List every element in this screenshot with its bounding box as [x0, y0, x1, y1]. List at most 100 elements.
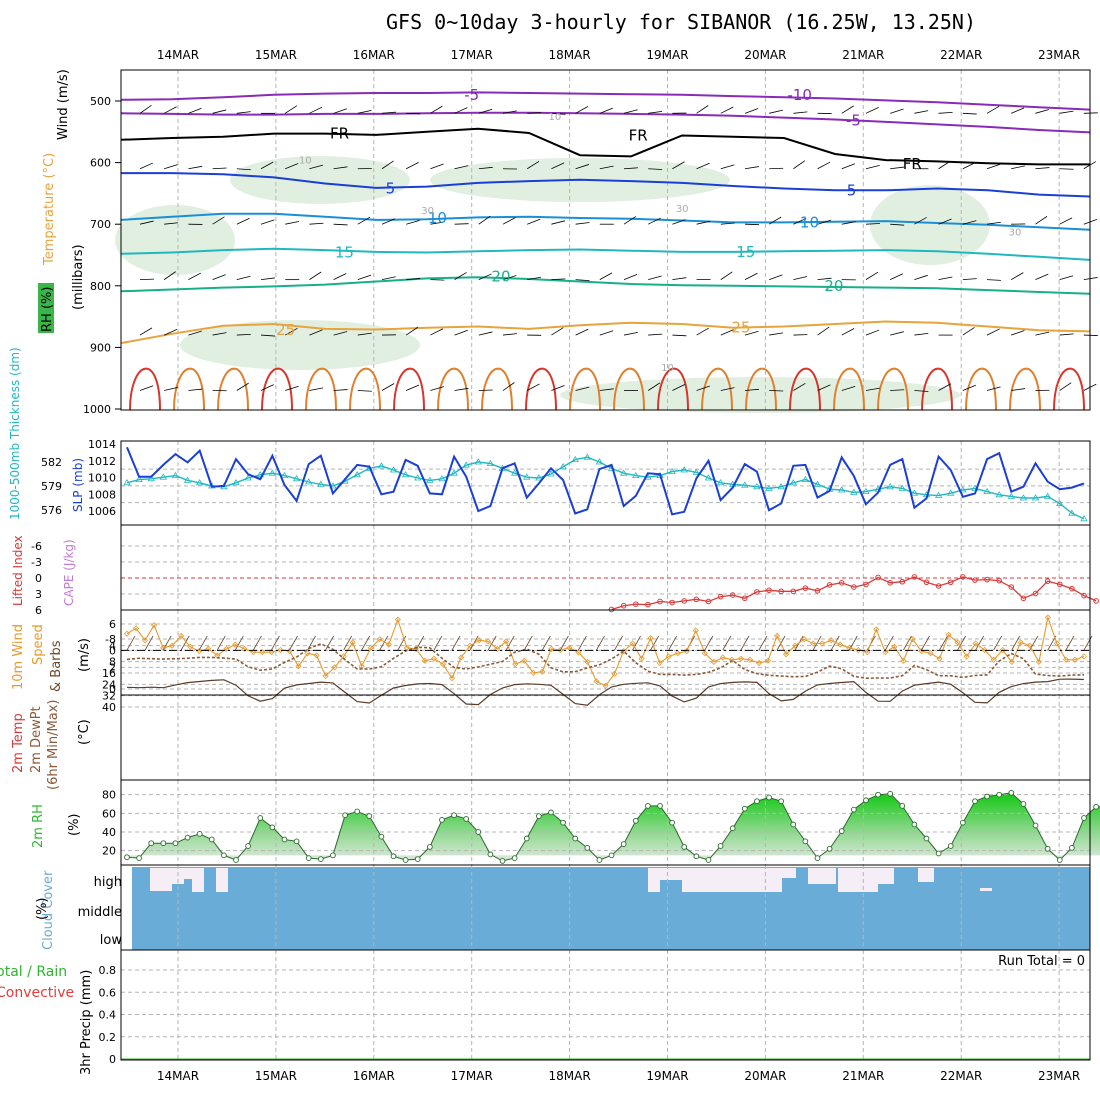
cloud-gap — [782, 868, 796, 878]
chart-marks-layer — [120, 91, 1100, 1060]
wind-barb — [454, 107, 468, 114]
surface-wind-barb — [1011, 635, 1021, 651]
wind-barb — [599, 330, 614, 336]
slp-line — [126, 446, 1085, 516]
date-label-bottom: 19MAR — [646, 1069, 688, 1083]
wind-barb — [1011, 107, 1025, 114]
wind-barb — [381, 111, 396, 114]
surface-temperature-contour — [217, 367, 249, 411]
wind-barb — [1059, 110, 1074, 114]
rh-point — [293, 838, 300, 845]
rh-point — [354, 808, 361, 815]
wind-barb — [744, 330, 759, 336]
contour-label: 20 — [824, 277, 843, 295]
wind-barb — [284, 105, 298, 114]
rh-tick-label: 60 — [102, 807, 116, 820]
surface-wind-barb — [144, 635, 154, 651]
wind-speed-point — [1080, 653, 1088, 660]
rh-point — [935, 850, 942, 857]
precip-label-convective: Convective — [0, 985, 74, 1001]
wind-barb — [357, 390, 372, 392]
wind-barb — [527, 383, 540, 391]
temp-tick-label: 8 — [109, 656, 116, 669]
wind-barb — [817, 384, 831, 391]
wind-barb — [309, 106, 323, 114]
surface-wind-barb — [578, 635, 587, 651]
temp-axis-label-b: 2m DewPt — [29, 706, 44, 773]
wind-speed-point — [430, 655, 438, 662]
rh-point — [184, 834, 191, 841]
wind-speed-point — [376, 636, 383, 643]
wind-barb — [986, 386, 1001, 391]
temp-tick-label: 0 — [109, 644, 116, 657]
wind-barb — [381, 276, 396, 281]
rh-point — [1008, 789, 1015, 796]
wind-barb — [986, 328, 1000, 336]
wind-barb — [551, 327, 564, 336]
rh-point — [960, 819, 966, 826]
isotherm-line — [120, 212, 1091, 231]
rh-point — [620, 841, 627, 847]
rh-axis-label: RH (%) — [40, 287, 55, 332]
wind-barb — [430, 221, 445, 225]
wind-barb — [357, 110, 372, 114]
lifted-index-point — [911, 574, 918, 580]
temp-tick-label: 40 — [102, 701, 116, 714]
wind-barb — [599, 272, 613, 280]
precip-tick-label: 0.4 — [99, 1009, 117, 1022]
slp-tick-label: 1010 — [88, 472, 116, 485]
wind-speed-point — [746, 656, 754, 663]
rh-point — [996, 791, 1003, 798]
wind-barb — [188, 165, 203, 170]
wind-barb — [599, 388, 614, 391]
thickness-point — [801, 475, 810, 482]
date-label-top: 20MAR — [744, 48, 786, 62]
contour-label: 30 — [1009, 227, 1022, 238]
cloud-gap — [980, 888, 992, 891]
rh-point — [342, 812, 348, 819]
wind-barb — [865, 223, 881, 225]
wind-barb — [841, 328, 855, 336]
wind-barb — [260, 384, 274, 391]
wind-barb — [236, 217, 250, 225]
surface-wind-barb — [505, 635, 515, 651]
slp-tick-label: 1014 — [88, 438, 116, 451]
rh-tick-label: 40 — [102, 826, 116, 839]
surface-wind-barb — [397, 635, 407, 651]
surface-temperature-contour — [613, 367, 645, 411]
contour-label: 5 — [847, 181, 857, 199]
rh-shading — [870, 185, 990, 265]
rh-point — [923, 835, 930, 842]
surface-wind-barb — [126, 635, 136, 651]
rh-point — [281, 836, 288, 843]
wind-barb — [696, 162, 710, 170]
wind-barb — [333, 331, 348, 336]
wind-barb — [769, 274, 783, 281]
wind-barb — [309, 387, 324, 391]
rh-point — [729, 825, 736, 832]
date-label-bottom: 20MAR — [744, 1069, 786, 1083]
date-label-top: 19MAR — [646, 48, 688, 62]
pressure-tick-label: 800 — [90, 280, 111, 293]
wind-barb — [914, 390, 929, 392]
wind-speed-point — [539, 668, 546, 675]
surface-wind-barb — [614, 635, 623, 651]
wind-barb — [938, 160, 951, 170]
wind-speed-point — [521, 657, 528, 664]
wind-barb — [285, 221, 300, 225]
wind-barb — [527, 112, 542, 114]
contour-label: 30 — [676, 204, 689, 215]
wind-barb — [1035, 167, 1050, 170]
wind-barb — [914, 217, 927, 225]
wind-barb — [1083, 277, 1098, 281]
lifted-index-point — [1032, 590, 1039, 597]
wind-barb — [938, 276, 953, 281]
rh-point — [475, 829, 482, 835]
wind-barb — [817, 219, 832, 225]
surface-wind-barb — [722, 635, 732, 651]
rh-point — [1081, 815, 1087, 821]
isotherm-line — [121, 172, 1091, 198]
wind-barb — [648, 168, 663, 170]
wind-barb — [841, 221, 856, 225]
wind-barb — [478, 108, 493, 114]
